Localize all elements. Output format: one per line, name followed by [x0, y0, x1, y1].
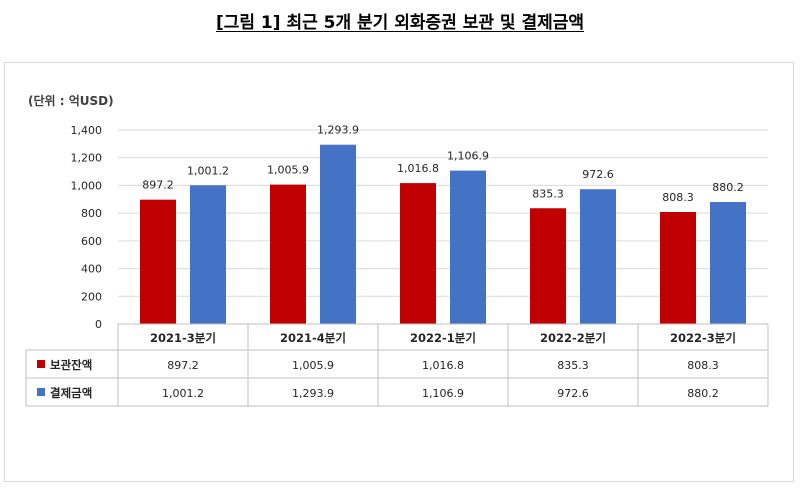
figure-title-text: [그림 1] 최근 5개 분기 외화증권 보관 및 결제금액: [215, 13, 585, 33]
data-label: 1,106.9: [447, 150, 489, 163]
unit-label: (단위 : 억USD): [28, 94, 114, 108]
data-label: 1,001.2: [187, 164, 229, 177]
bar-series1: [140, 199, 176, 324]
data-label: 808.3: [662, 191, 694, 204]
table-cell: 972.6: [557, 387, 589, 400]
x-category-label: 2022-1분기: [410, 331, 476, 345]
data-label: 880.2: [712, 181, 744, 194]
data-label: 972.6: [582, 168, 614, 181]
y-tick-label: 1,200: [71, 152, 103, 165]
x-category-label: 2021-3분기: [150, 331, 216, 345]
legend-label: 보관잔액: [50, 358, 92, 372]
chart-panel: [4, 62, 794, 482]
table-cell: 880.2: [687, 387, 719, 400]
y-tick-label: 1,000: [71, 179, 103, 192]
table-cell: 1,293.9: [292, 387, 334, 400]
y-tick-label: 0: [95, 318, 102, 331]
data-label: 1,293.9: [317, 124, 359, 137]
bar-series2: [320, 144, 356, 324]
y-tick-label: 800: [81, 207, 102, 220]
figure-title: [그림 1] 최근 5개 분기 외화증권 보관 및 결제금액: [0, 8, 800, 33]
bar-series1: [530, 208, 566, 324]
x-category-label: 2021-4분기: [280, 331, 346, 345]
data-label: 1,005.9: [267, 164, 309, 177]
bar-series1: [660, 211, 696, 324]
bar-series2: [450, 170, 486, 324]
bar-series1: [270, 184, 306, 324]
table-cell: 1,005.9: [292, 359, 334, 372]
y-tick-label: 600: [81, 235, 102, 248]
data-label: 1,016.8: [397, 162, 439, 175]
data-label: 835.3: [532, 187, 564, 200]
table-cell: 1,001.2: [162, 387, 204, 400]
table-cell: 897.2: [167, 359, 199, 372]
table-cell: 1,106.9: [422, 387, 464, 400]
y-tick-label: 400: [81, 263, 102, 276]
table-cell: 835.3: [557, 359, 589, 372]
y-tick-label: 200: [81, 290, 102, 303]
bar-series2: [190, 185, 226, 324]
legend-swatch-series1: [37, 360, 45, 368]
table-cell: 1,016.8: [422, 359, 464, 372]
table-cell: 808.3: [687, 359, 719, 372]
bar-series2: [710, 202, 746, 324]
x-category-label: 2022-2분기: [540, 331, 606, 345]
legend-swatch-series2: [37, 388, 45, 396]
legend-label: 결제금액: [50, 386, 92, 400]
x-category-label: 2022-3분기: [670, 331, 736, 345]
bar-series1: [400, 183, 436, 324]
bar-series2: [580, 189, 616, 324]
data-label: 897.2: [142, 179, 174, 192]
y-tick-label: 1,400: [71, 124, 103, 137]
